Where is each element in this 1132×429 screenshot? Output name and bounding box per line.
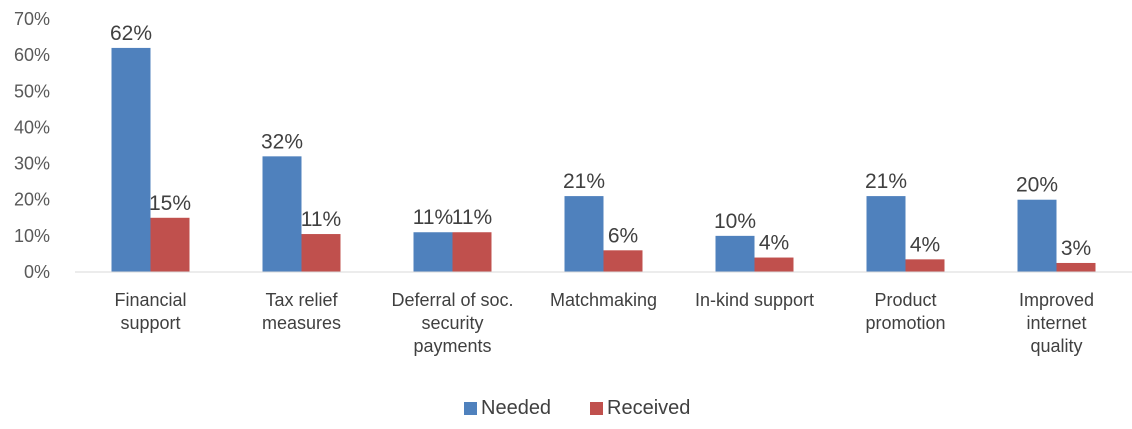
y-tick-label: 60% <box>14 45 50 65</box>
y-tick-label: 40% <box>14 117 50 137</box>
category-label: Deferral of soc. security payments <box>391 290 513 356</box>
bar-needed <box>564 196 604 272</box>
data-label-received: 15% <box>149 192 191 215</box>
data-labels: 62%15%32%11% 11%11%21%6%10%4%21%4%20%3% <box>110 22 1091 260</box>
data-label-needed: 62% <box>110 22 152 45</box>
bar-needed <box>111 47 151 272</box>
bar-received <box>603 250 643 272</box>
bar-received <box>1056 262 1096 272</box>
bar-needed <box>1017 199 1057 272</box>
data-label-received: 4% <box>910 233 940 256</box>
bar-received <box>905 259 945 272</box>
data-label-received: 3% <box>1061 237 1091 260</box>
category-label: Tax relief measures <box>262 290 341 333</box>
legend-swatch-needed <box>464 402 477 415</box>
bar-received <box>301 234 341 272</box>
data-label-received: 4% <box>759 232 789 255</box>
data-label-needed: 21% <box>865 170 907 193</box>
legend: Needed Received <box>464 397 690 419</box>
data-label-needed: 10% <box>714 210 756 233</box>
bar-needed <box>262 156 302 272</box>
y-tick-label: 20% <box>14 190 50 210</box>
bar-needed <box>866 196 906 272</box>
bar-received <box>150 217 190 272</box>
data-label-needed: 11% <box>413 206 453 229</box>
y-tick-label: 10% <box>14 226 50 246</box>
category-label: Matchmaking <box>550 290 657 310</box>
bar-needed <box>715 235 755 272</box>
data-label-received: 11% <box>452 206 492 229</box>
category-label: Improved internet quality <box>1019 290 1094 356</box>
bar-needed <box>413 232 453 272</box>
data-label-received: 6% <box>608 224 638 247</box>
y-axis: 0% 10% 20% 30% 40% 50% 60% 70% <box>14 9 50 282</box>
y-tick-label: 30% <box>14 154 50 174</box>
y-tick-label: 70% <box>14 9 50 29</box>
data-label-needed: 32% <box>261 130 303 153</box>
x-axis: Financial support Tax relief measures Deferr… <box>75 271 1132 356</box>
bars <box>111 47 1096 272</box>
legend-swatch-received <box>590 402 603 415</box>
y-tick-label: 0% <box>24 262 50 282</box>
bar-received <box>452 232 492 272</box>
legend-label-needed: Needed <box>481 397 551 419</box>
data-label-needed: 20% <box>1016 174 1058 197</box>
category-label: Financial support <box>114 290 186 333</box>
bar-received <box>754 257 794 272</box>
category-label: In-kind support <box>695 290 814 310</box>
legend-label-received: Received <box>607 397 690 419</box>
category-label: Product promotion <box>865 290 945 333</box>
data-label-received: 11% <box>301 208 341 231</box>
y-tick-label: 50% <box>14 81 50 101</box>
data-label-needed: 21% <box>563 170 605 193</box>
